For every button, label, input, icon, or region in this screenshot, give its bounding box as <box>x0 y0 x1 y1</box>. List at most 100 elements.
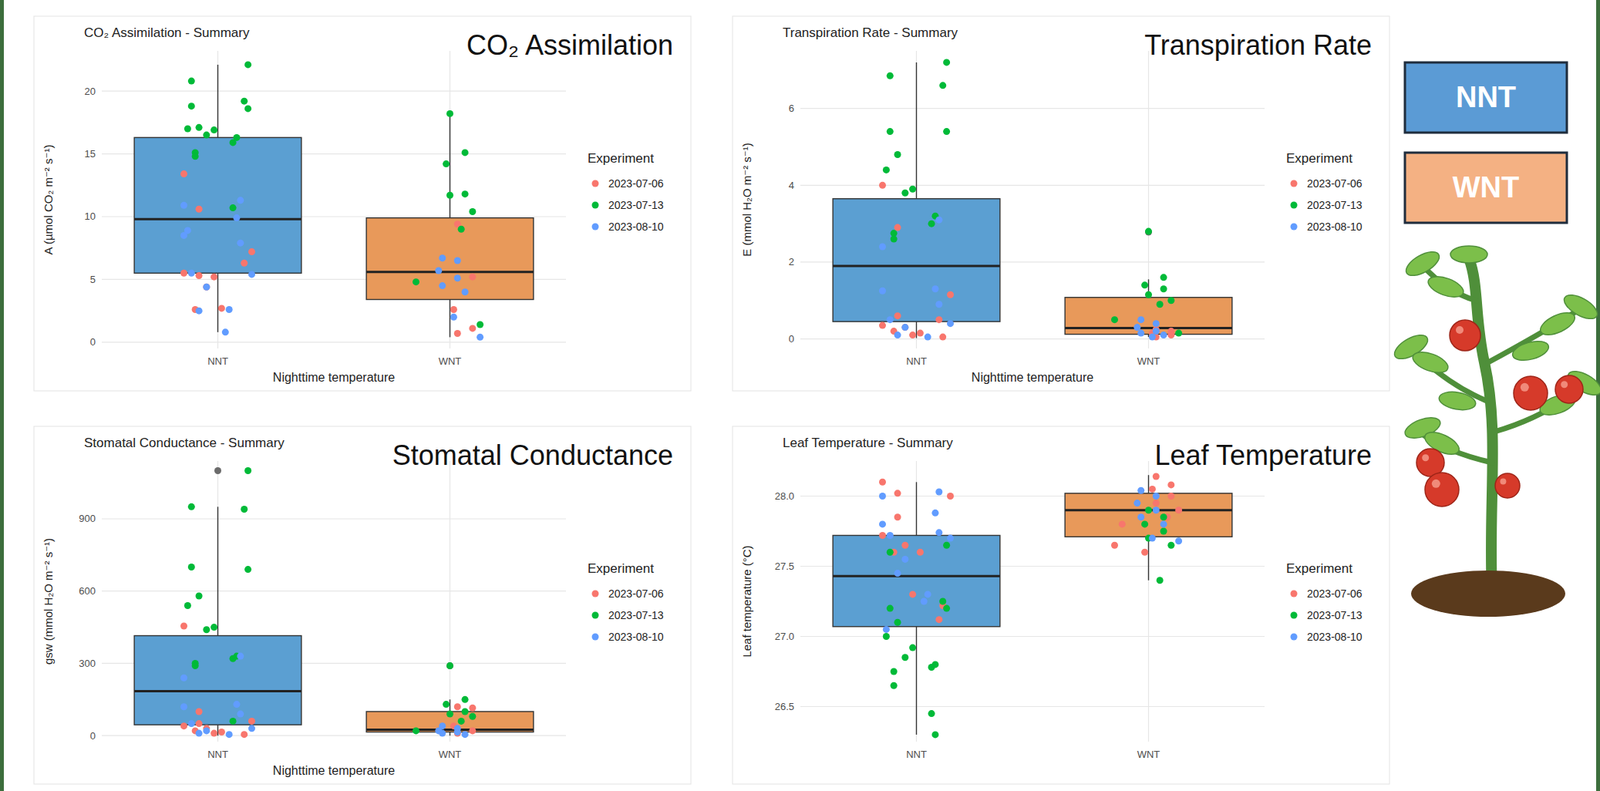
branch <box>1422 266 1477 301</box>
legend-title: Experiment <box>587 561 654 576</box>
data-point <box>236 653 244 661</box>
data-point <box>202 626 210 634</box>
data-point <box>1148 485 1156 493</box>
data-point <box>920 598 928 606</box>
x-tick-label: WNT <box>438 748 462 761</box>
data-point <box>1118 520 1126 528</box>
grid-line <box>101 590 566 592</box>
panel: 26.527.027.528.0NNTWNTLeaf Temperature -… <box>732 426 1390 785</box>
data-point <box>468 727 476 735</box>
data-point <box>916 549 924 556</box>
data-point <box>180 703 188 711</box>
data-point <box>946 492 954 500</box>
data-point <box>886 549 894 556</box>
data-point <box>461 730 469 738</box>
panel: 0300600900NNTWNTStomatal Conductance - S… <box>33 426 691 785</box>
legend-label: 2023-07-13 <box>608 198 664 212</box>
data-point <box>1160 513 1168 521</box>
data-point <box>935 488 943 496</box>
grid-line <box>101 341 566 343</box>
panel-background <box>732 16 1390 391</box>
chart-title: CO₂ Assimilation - Summary <box>84 25 250 41</box>
tomato <box>1495 473 1520 499</box>
data-point <box>894 489 902 497</box>
key-label: WNT <box>1452 171 1520 204</box>
whisker <box>217 724 219 736</box>
legend-label: 2023-08-10 <box>1306 630 1363 644</box>
data-point <box>946 320 954 327</box>
leaf <box>1425 272 1467 301</box>
data-point <box>943 128 950 135</box>
x-tick-label: WNT <box>438 355 462 368</box>
legend-title: Experiment <box>1286 151 1353 166</box>
data-point <box>195 730 203 738</box>
data-point <box>886 605 894 613</box>
y-tick-label: 300 <box>78 657 96 670</box>
y-tick-label: 28.0 <box>774 490 795 502</box>
page-border <box>0 0 4 791</box>
data-point <box>434 267 442 275</box>
data-point <box>202 283 210 291</box>
y-tick-label: 2 <box>788 256 795 268</box>
data-point <box>210 273 218 281</box>
data-point <box>1156 300 1164 308</box>
data-point <box>225 306 233 314</box>
data-point <box>901 323 909 331</box>
y-tick-label: 0 <box>90 730 96 742</box>
tomato-highlight <box>1560 380 1568 388</box>
data-point <box>901 323 909 331</box>
whisker <box>217 272 219 333</box>
data-point <box>195 307 203 315</box>
data-point <box>1141 520 1149 528</box>
legend-title: Experiment <box>1286 561 1353 576</box>
data-point <box>438 282 446 290</box>
data-point <box>931 509 939 517</box>
whisker <box>1148 474 1149 494</box>
legend-swatch <box>1290 612 1298 620</box>
y-tick-label: 5 <box>90 273 96 286</box>
legend-swatch <box>1290 223 1298 231</box>
data-point <box>454 703 462 711</box>
data-point <box>909 644 917 652</box>
data-point <box>218 728 226 736</box>
data-point <box>438 254 446 262</box>
data-point <box>461 148 469 156</box>
data-point <box>210 126 218 134</box>
data-point <box>184 226 192 234</box>
data-point <box>180 674 188 682</box>
median-line <box>832 264 1001 267</box>
data-point <box>412 278 420 286</box>
data-point <box>188 563 196 571</box>
data-point <box>446 192 454 199</box>
data-point <box>476 321 484 329</box>
chart-title: Leaf Temperature - Summary <box>782 435 954 451</box>
data-point <box>901 653 909 661</box>
plot-area <box>832 58 1233 341</box>
data-point <box>886 532 894 539</box>
data-point <box>924 590 932 598</box>
x-tick-label: NNT <box>207 748 229 761</box>
tomato-highlight <box>1499 478 1506 485</box>
leaf <box>1437 389 1477 413</box>
y-axis-title: Leaf temperature (°C) <box>740 545 754 657</box>
whisker <box>449 299 451 337</box>
data-point <box>248 724 256 732</box>
whisker <box>916 626 917 735</box>
data-point <box>218 304 226 312</box>
whisker <box>916 481 917 536</box>
y-axis-title: E (mmol H₂O m⁻² s⁻¹) <box>740 142 754 256</box>
data-point <box>195 205 203 213</box>
data-point <box>222 328 230 336</box>
y-tick-label: 15 <box>84 148 96 160</box>
data-point <box>180 722 188 730</box>
box <box>832 535 1001 627</box>
data-point <box>450 313 458 321</box>
data-point <box>886 128 894 135</box>
plot-area <box>134 60 534 341</box>
data-point <box>890 682 898 690</box>
data-point <box>454 274 462 282</box>
data-point <box>1152 492 1160 500</box>
data-point <box>236 239 244 247</box>
tomato <box>1513 376 1548 411</box>
legend-label: 2023-07-06 <box>608 587 664 600</box>
